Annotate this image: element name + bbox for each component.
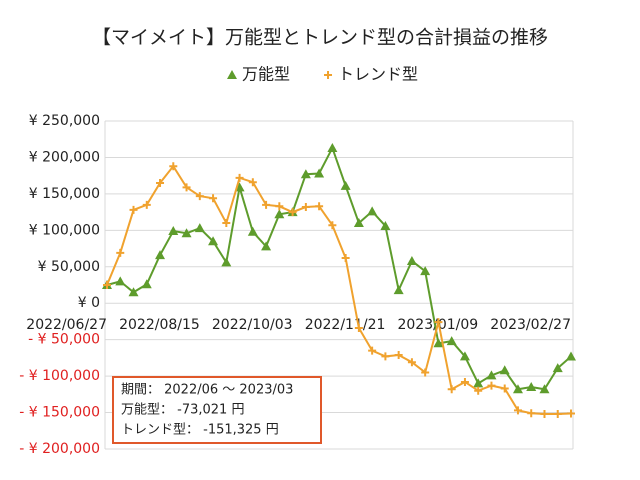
x-tick-label: 2022/06/27: [26, 317, 107, 333]
point-marker: [394, 350, 403, 359]
point-marker: [473, 378, 484, 388]
point-marker: [128, 287, 139, 297]
point-marker: [552, 363, 563, 373]
point-marker: [407, 358, 416, 367]
y-tick-label: ¥ 0: [78, 295, 100, 311]
point-marker: [447, 385, 456, 394]
point-marker: [433, 338, 444, 348]
point-marker: [301, 203, 310, 212]
point-marker: [406, 255, 417, 265]
point-marker: [566, 351, 576, 361]
point-marker: [368, 346, 377, 355]
point-marker: [499, 365, 510, 375]
legend-label: 万能型: [242, 65, 290, 84]
point-marker: [195, 192, 204, 201]
point-marker: [129, 205, 138, 214]
point-marker: [324, 71, 333, 79]
point-marker: [141, 279, 152, 289]
point-marker: [115, 276, 126, 286]
y-tick-label: - ¥ 50,000: [28, 332, 100, 348]
point-marker: [354, 324, 363, 333]
y-tick-label: - ¥ 100,000: [19, 368, 100, 384]
point-marker: [341, 254, 350, 263]
y-tick-label: ¥ 100,000: [29, 222, 100, 238]
point-marker: [540, 410, 549, 419]
point-marker: [315, 202, 324, 211]
point-marker: [328, 221, 337, 230]
x-tick-label: 2023/02/27: [490, 317, 571, 333]
point-marker: [353, 218, 364, 228]
point-marker: [513, 406, 522, 415]
point-marker: [155, 250, 166, 260]
legend-label: トレンド型: [338, 65, 418, 84]
y-tick-label: ¥ 200,000: [29, 149, 100, 165]
annotation-text: トレンド型： -151,325 円: [121, 423, 279, 438]
point-marker: [181, 228, 192, 238]
point-marker: [553, 410, 562, 419]
point-marker: [434, 318, 443, 327]
y-tick-label: ¥ 250,000: [29, 113, 100, 129]
x-tick-label: 2022/08/15: [119, 317, 200, 333]
y-tick-label: ¥ 150,000: [29, 186, 100, 202]
point-marker: [380, 220, 391, 230]
y-tick-label: - ¥ 150,000: [19, 405, 100, 421]
point-marker: [235, 173, 244, 182]
x-tick-label: 2022/10/03: [212, 317, 293, 333]
point-marker: [567, 409, 575, 418]
point-marker: [460, 377, 469, 386]
annotation-box: [112, 376, 322, 444]
point-marker: [527, 409, 536, 418]
point-marker: [300, 169, 311, 179]
point-marker: [474, 386, 483, 395]
point-marker: [288, 208, 297, 217]
point-marker: [367, 206, 378, 216]
point-marker: [340, 180, 351, 190]
point-marker: [314, 168, 325, 178]
point-marker: [327, 142, 338, 152]
y-tick-label: ¥ 50,000: [38, 259, 100, 275]
point-marker: [393, 285, 404, 295]
point-marker: [248, 178, 257, 187]
point-marker: [142, 200, 151, 209]
point-marker: [459, 351, 470, 361]
point-marker: [194, 223, 205, 233]
point-marker: [420, 266, 431, 276]
point-marker: [487, 381, 496, 390]
point-marker: [486, 370, 497, 380]
point-marker: [116, 248, 125, 257]
point-marker: [222, 219, 231, 228]
annotation-text: 期間： 2022/06 ～ 2023/03: [121, 383, 293, 398]
x-tick-label: 2022/11/21: [305, 317, 386, 333]
point-marker: [261, 241, 272, 251]
point-marker: [526, 382, 537, 392]
point-marker: [227, 70, 237, 79]
point-marker: [103, 281, 111, 289]
point-marker: [209, 194, 218, 203]
point-marker: [500, 384, 509, 393]
point-marker: [275, 202, 284, 211]
annotation-text: 万能型： -73,021 円: [121, 403, 244, 418]
chart-title: 【マイメイト】万能型とトレンド型の合計損益の推移: [92, 27, 548, 49]
point-marker: [446, 336, 457, 346]
point-marker: [208, 236, 219, 246]
point-marker: [381, 352, 390, 361]
point-marker: [182, 183, 191, 192]
point-marker: [421, 368, 430, 377]
series-line: [106, 145, 572, 391]
point-marker: [274, 209, 285, 219]
point-marker: [169, 162, 178, 171]
point-marker: [512, 384, 523, 394]
point-marker: [262, 200, 271, 209]
point-marker: [221, 257, 232, 267]
y-tick-label: - ¥ 200,000: [19, 441, 100, 457]
point-marker: [247, 226, 258, 236]
point-marker: [168, 226, 179, 236]
point-marker: [156, 178, 165, 187]
point-marker: [539, 384, 550, 394]
